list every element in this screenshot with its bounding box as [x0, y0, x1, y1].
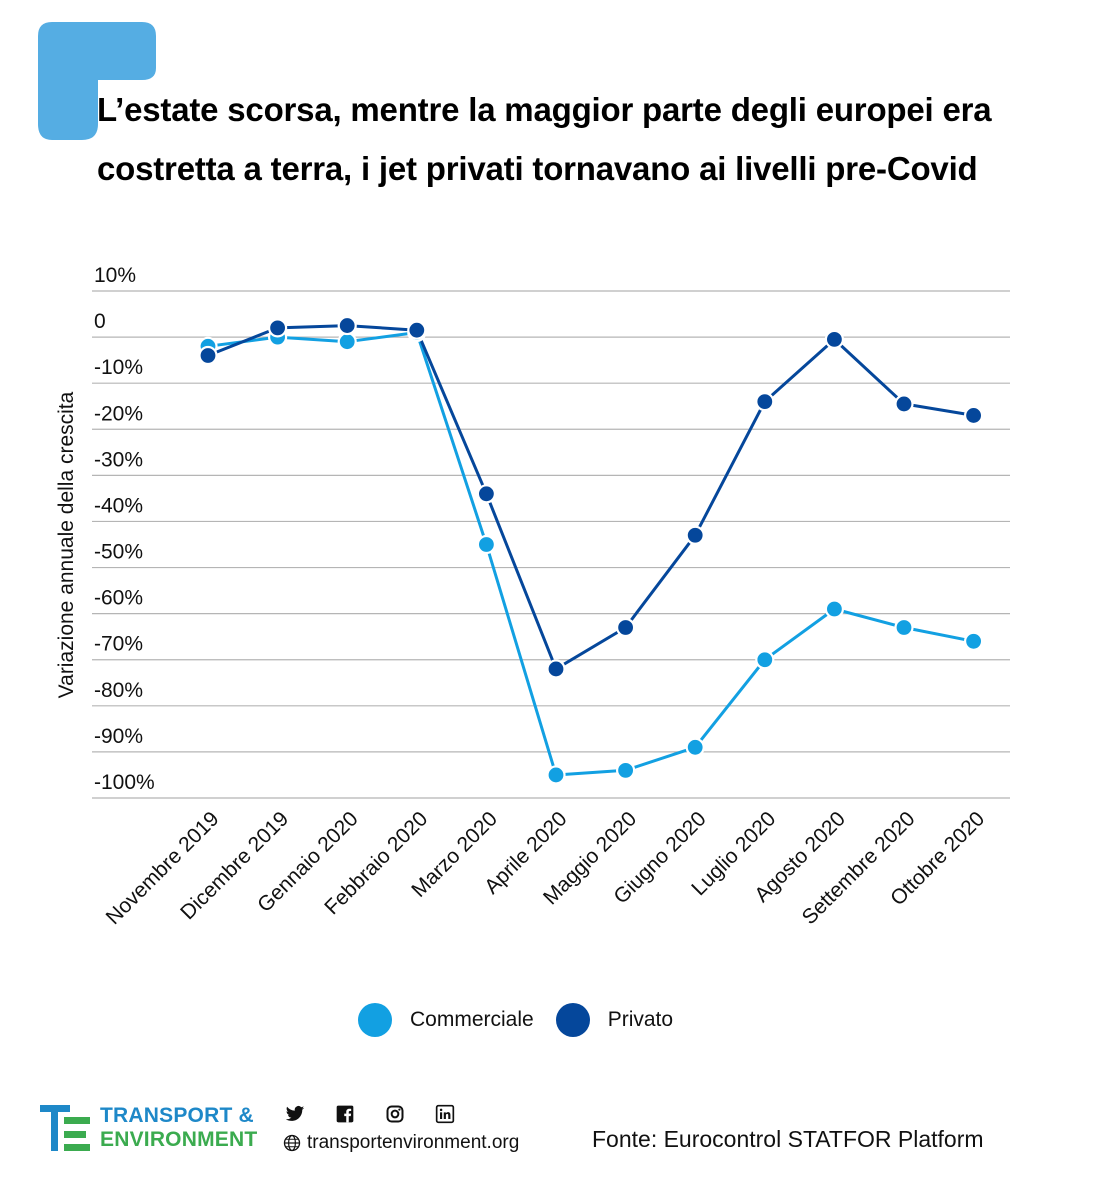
logo-line-2: ENVIRONMENT — [100, 1128, 258, 1151]
y-tick-label: -80% — [94, 679, 143, 702]
website-link[interactable]: transportenvironment.org — [283, 1132, 519, 1154]
y-tick-label: -100% — [94, 771, 155, 794]
data-point-privato — [824, 329, 845, 349]
y-axis-label: Variazione annuale della crescita — [55, 391, 78, 698]
instagram-icon[interactable] — [385, 1104, 405, 1124]
source-note: Fonte: Eurocontrol STATFOR Platform — [592, 1126, 984, 1152]
data-point-commerciale — [824, 599, 845, 619]
data-point-commerciale — [963, 631, 984, 651]
y-tick-label: 0 — [94, 310, 106, 333]
y-tick-label: -10% — [94, 356, 143, 379]
data-point-privato — [963, 405, 984, 426]
legend-label-commerciale: Commerciale — [410, 1008, 534, 1031]
series-lines — [207, 324, 974, 777]
y-tick-label: -40% — [94, 494, 143, 517]
y-tick-label: -90% — [94, 725, 143, 748]
data-point-privato — [546, 659, 566, 679]
legend-item-commerciale: Commerciale — [358, 1003, 534, 1037]
facebook-icon[interactable] — [335, 1104, 355, 1124]
brand-corner-mark — [38, 22, 156, 140]
chart-legend: Commerciale Privato — [358, 1003, 695, 1037]
data-point-privato — [476, 484, 496, 504]
gridlines — [92, 290, 1010, 799]
logo-line-1: TRANSPORT & — [100, 1104, 254, 1127]
data-point-privato — [615, 617, 636, 638]
twitter-icon[interactable] — [285, 1104, 305, 1124]
legend-item-privato: Privato — [555, 1003, 674, 1037]
chart-title: L’estate scorsa, mentre la maggior parte… — [97, 91, 992, 187]
legend-swatch-privato — [555, 1003, 590, 1037]
y-tick-label: 10% — [94, 264, 136, 287]
social-links: transportenvironment.org — [283, 1104, 519, 1154]
line-chart: 10% 0 -10% -20% -30% -40% -50% -60% -70% -80% -90%… — [55, 264, 1010, 929]
data-point-privato — [755, 392, 775, 412]
legend-swatch-commerciale — [358, 1003, 392, 1037]
data-point-privato — [685, 525, 705, 545]
series-line-commerciale — [207, 331, 974, 777]
y-tick-label: -50% — [94, 541, 143, 564]
data-point-commerciale — [546, 765, 566, 785]
y-axis-ticks: 10% 0 -10% -20% -30% -40% -50% -60% -70% -80% -90%… — [94, 264, 155, 794]
y-tick-label: -30% — [94, 448, 143, 471]
y-tick-label: -60% — [94, 587, 143, 610]
data-point-commerciale — [337, 332, 357, 352]
transport-environment-logo: TRANSPORT & ENVIRONMENT — [40, 1104, 257, 1152]
data-point-privato — [337, 315, 357, 336]
series-line-privato — [207, 324, 974, 671]
data-point-commerciale — [755, 650, 775, 670]
y-tick-label: -20% — [94, 402, 143, 425]
globe-icon — [283, 1134, 301, 1152]
data-point-commerciale — [894, 617, 914, 638]
te-logo-icon — [40, 1105, 90, 1151]
data-point-commerciale — [476, 534, 496, 555]
website-url: transportenvironment.org — [307, 1132, 520, 1153]
data-point-privato — [407, 320, 427, 340]
data-point-commerciale — [615, 760, 636, 780]
linkedin-icon[interactable] — [435, 1104, 455, 1124]
series-points — [198, 315, 984, 785]
data-point-privato — [894, 394, 914, 414]
legend-label-privato: Privato — [607, 1008, 674, 1031]
data-point-privato — [198, 345, 218, 366]
y-tick-label: -70% — [94, 633, 143, 656]
data-point-privato — [268, 318, 288, 338]
data-point-commerciale — [685, 737, 705, 757]
